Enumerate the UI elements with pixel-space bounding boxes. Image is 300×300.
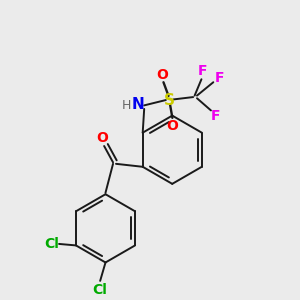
Text: O: O [167,119,178,133]
Text: H: H [122,99,131,112]
Text: Cl: Cl [44,237,59,251]
Text: F: F [197,64,207,78]
Text: Cl: Cl [92,283,107,297]
Text: F: F [211,110,220,123]
Text: S: S [164,92,175,107]
Text: O: O [156,68,168,82]
Text: N: N [132,97,145,112]
Text: F: F [215,71,225,85]
Text: O: O [96,131,108,145]
